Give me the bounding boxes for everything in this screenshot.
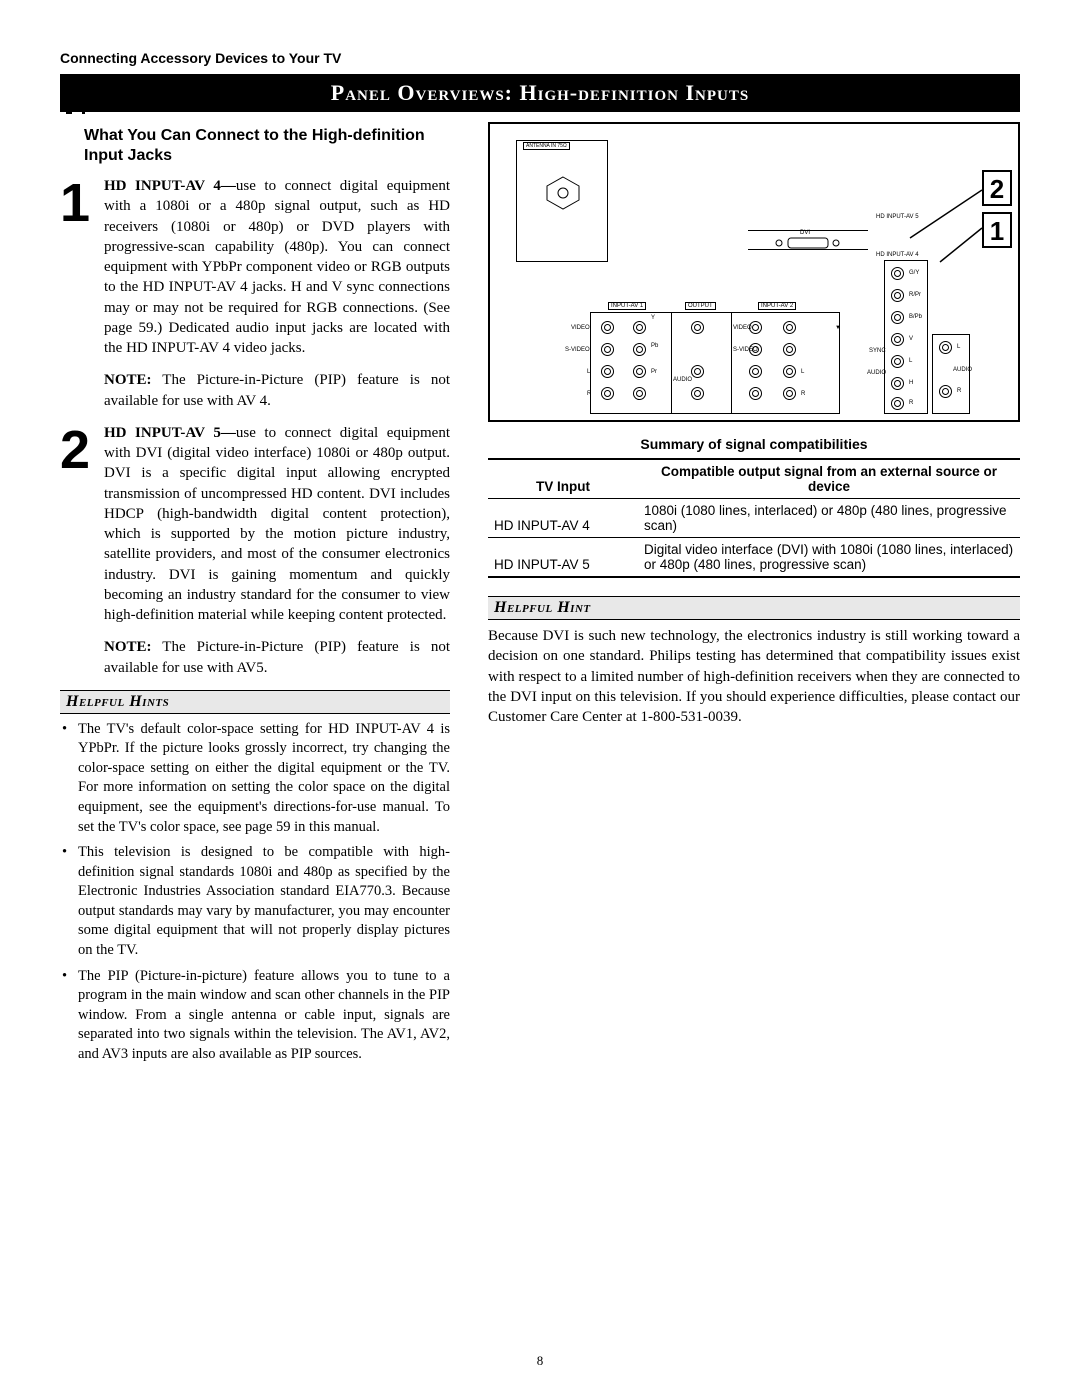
section-title-bar: Panel Overviews: High-definition Inputs [60, 74, 1020, 112]
gy-label: G/Y [909, 270, 919, 276]
diagram-callout-2: 2 [982, 170, 1012, 206]
dvi-label: DVI [800, 230, 810, 236]
table-row: HD INPUT-AV 5 Digital video interface (D… [488, 538, 1020, 578]
note-text: The Picture-in-Picture (PIP) feature is … [104, 639, 450, 675]
note-text: The Picture-in-Picture (PIP) feature is … [104, 372, 450, 408]
hint-item: The TV's default color-space setting for… [74, 720, 450, 837]
v-label: V [909, 336, 913, 342]
r-label: R [909, 400, 913, 406]
right-column: ANTENNA IN 75Ω DVI HD INPUT-AV 5 HD INPU… [488, 122, 1020, 1070]
svideo-label: S-VIDEO [565, 347, 590, 353]
item-text: use to connect digital equipment with DV… [104, 425, 450, 623]
rpr-label: R/Pr [909, 292, 921, 298]
h-label: H [909, 380, 913, 386]
helpful-hint-body-right: Because DVI is such new technology, the … [488, 626, 1020, 727]
sync-label: SYNC [869, 348, 886, 354]
audio-label: AUDIO [867, 370, 886, 376]
table-cell: 1080i (1080 lines, interlaced) or 480p (… [638, 499, 1020, 538]
table-header-signal: Compatible output signal from an externa… [638, 459, 1020, 499]
numbered-item-2: 2 HD INPUT-AV 5—use to connect digital e… [60, 423, 450, 634]
helpful-hints-list: The TV's default color-space setting for… [60, 720, 450, 1065]
left-column: What You Can Connect to the High-definit… [60, 122, 450, 1070]
item-number: 1 [60, 182, 104, 225]
l-label: L [587, 369, 590, 375]
svideo-label: S-VIDEO [733, 347, 758, 353]
av1-label: INPUT-AV 1 [608, 302, 646, 310]
table-cell: Digital video interface (DVI) with 1080i… [638, 538, 1020, 578]
helpful-hint-heading-right: Helpful Hint [488, 596, 1020, 620]
r-label: R [801, 391, 805, 397]
table-cell: HD INPUT-AV 4 [488, 499, 638, 538]
av2-label: INPUT-AV 2 [758, 302, 796, 310]
subsection-heading: What You Can Connect to the High-definit… [84, 126, 450, 166]
numbered-item-1: 1 HD INPUT-AV 4—use to connect digital e… [60, 176, 450, 366]
table-caption: Summary of signal compatibilities [488, 436, 1020, 452]
item-text: use to connect digital equipment with a … [104, 178, 450, 356]
l-label: L [957, 344, 960, 350]
table-cell: HD INPUT-AV 5 [488, 538, 638, 578]
callout-lines [882, 184, 982, 264]
compatibility-table: TV Input Compatible output signal from a… [488, 458, 1020, 578]
page-category-header: Connecting Accessory Devices to Your TV [60, 50, 1020, 66]
r-label: R [957, 388, 961, 394]
rear-panel-diagram: ANTENNA IN 75Ω DVI HD INPUT-AV 5 HD INPU… [488, 122, 1020, 422]
page-number: 8 [0, 1353, 1080, 1369]
video-label: VIDEO [733, 325, 752, 331]
hint-item: This television is designed to be compat… [74, 843, 450, 960]
helpful-hints-heading-left: Helpful Hints [60, 690, 450, 714]
audio-label: AUDIO [673, 377, 692, 383]
item-lead: HD INPUT-AV 4— [104, 178, 236, 194]
table-header-input: TV Input [488, 459, 638, 499]
diagram-callout-1: 1 [982, 212, 1012, 248]
output-label: OUTPUT [685, 302, 716, 310]
tv-rear-icon [62, 88, 92, 118]
antenna-label: ANTENNA IN 75Ω [523, 142, 570, 150]
item-number: 2 [60, 429, 104, 472]
note-lead: NOTE: [104, 639, 152, 655]
bpb-label: B/Pb [909, 314, 922, 320]
note-lead: NOTE: [104, 372, 152, 388]
video-label: VIDEO [571, 325, 590, 331]
item-lead: HD INPUT-AV 5— [104, 425, 236, 441]
r-label: R [587, 391, 591, 397]
l-label: L [909, 358, 912, 364]
table-row: HD INPUT-AV 4 1080i (1080 lines, interla… [488, 499, 1020, 538]
audio-label: AUDIO [953, 367, 972, 373]
hint-item: The PIP (Picture-in-picture) feature all… [74, 967, 450, 1065]
l-label: L [801, 369, 804, 375]
